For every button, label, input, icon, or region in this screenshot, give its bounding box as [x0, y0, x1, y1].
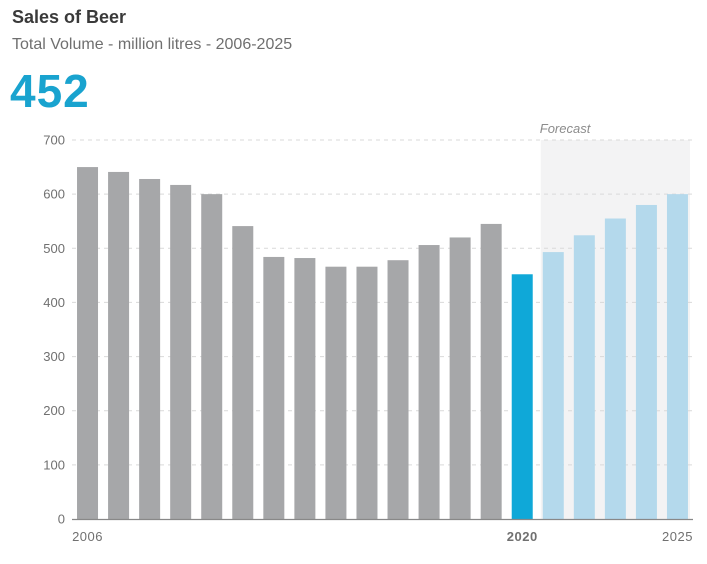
bar-2013-historical: [294, 258, 316, 519]
bar-2015-historical: [356, 266, 378, 519]
bar-2023-forecast: [604, 218, 626, 519]
bar-2022-forecast: [573, 235, 595, 519]
bar-2012-historical: [263, 256, 285, 519]
y-tick-label: 100: [43, 457, 65, 472]
bar-2017-historical: [418, 245, 440, 519]
bar-2010-historical: [201, 194, 223, 519]
axes: 0 100 200 300 400 500 600 700 2006 2020 2025: [43, 133, 693, 544]
chart-title: Sales of Beer: [12, 7, 127, 27]
y-tick-label: 400: [43, 295, 65, 310]
forecast-label: Forecast: [540, 121, 592, 136]
chart-subtitle: Total Volume - million litres - 2006-202…: [12, 36, 293, 53]
y-tick-label: 700: [43, 133, 65, 148]
y-tick-label: 300: [43, 349, 65, 364]
bar-2025-forecast: [666, 194, 688, 519]
bar-2020-current: [511, 274, 533, 519]
bar-2007-historical: [108, 171, 130, 520]
bar-2019-historical: [480, 223, 502, 519]
y-tick-label: 500: [43, 241, 65, 256]
y-tick-label: 200: [43, 403, 65, 418]
bar-2008-historical: [139, 178, 161, 520]
headline-value: 452: [10, 65, 90, 117]
y-tick-label: 600: [43, 187, 65, 202]
y-tick-label: 0: [58, 512, 65, 527]
bar-2024-forecast: [635, 204, 657, 519]
bar-2006-historical: [77, 167, 99, 520]
x-tick-label-2025: 2025: [662, 529, 693, 544]
bar-2011-historical: [232, 226, 254, 519]
bar-2021-forecast: [542, 252, 564, 519]
bar-2018-historical: [449, 237, 471, 519]
bars: [77, 167, 688, 520]
x-tick-label-2006: 2006: [72, 529, 103, 544]
x-tick-label-2020: 2020: [507, 529, 538, 544]
bar-2009-historical: [170, 184, 192, 519]
bar-2016-historical: [387, 260, 409, 519]
bar-2014-historical: [325, 266, 347, 519]
